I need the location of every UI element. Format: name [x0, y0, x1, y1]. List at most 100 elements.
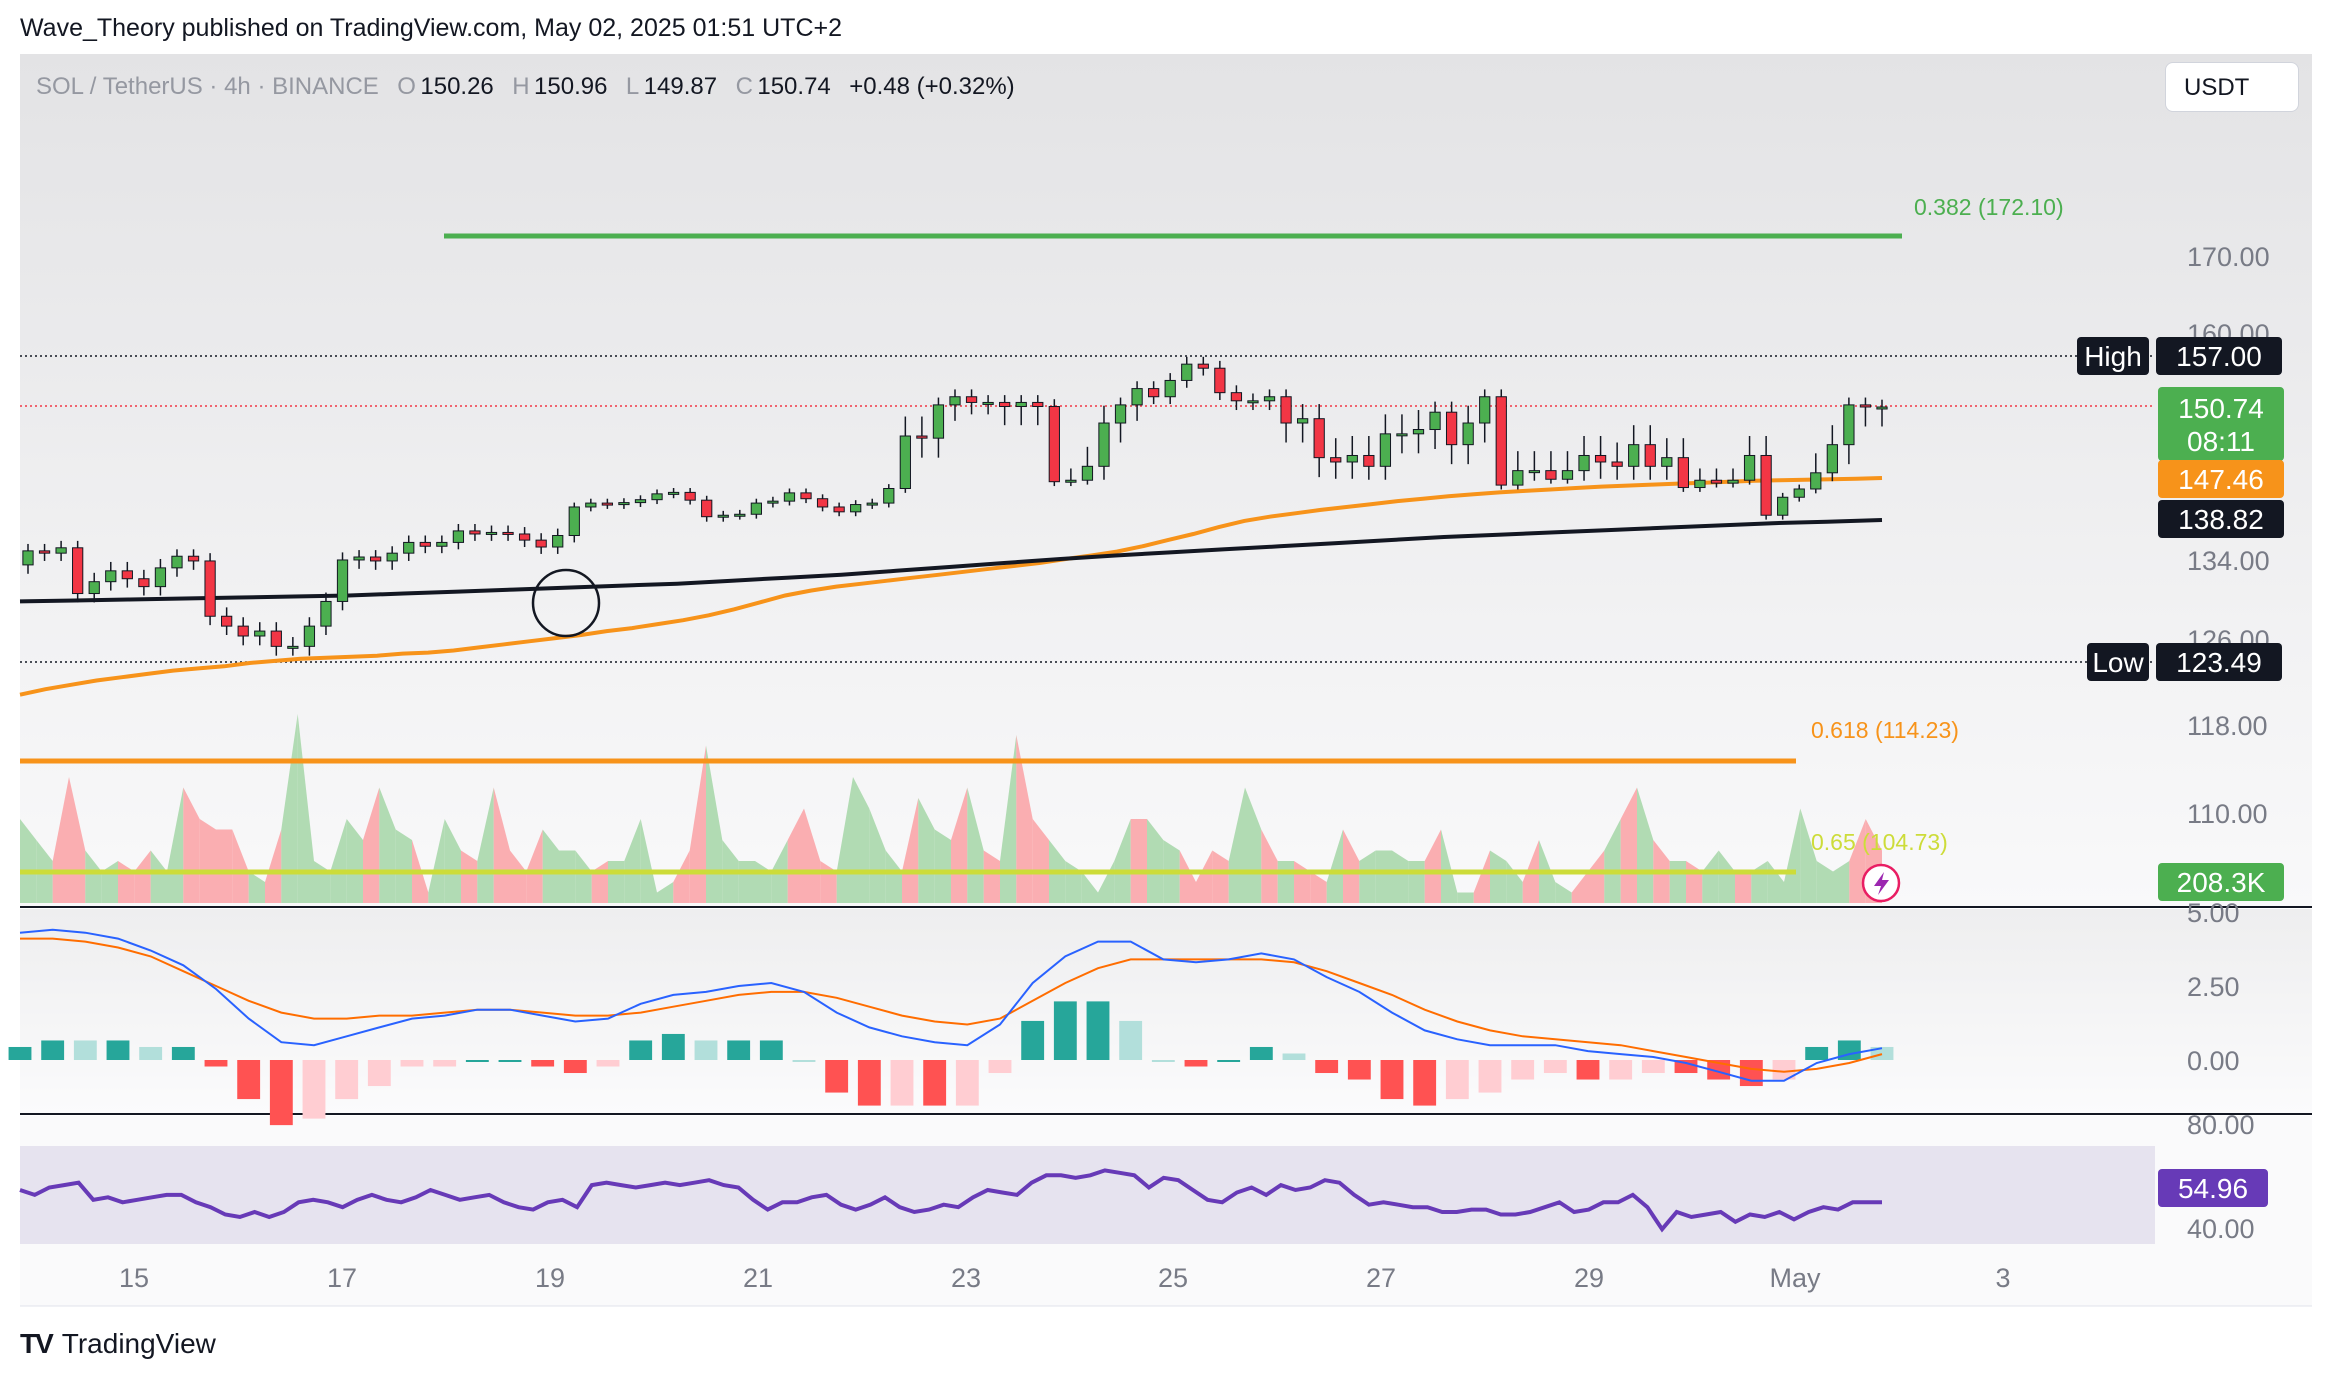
macd-axis-tick: 0.00: [2187, 1046, 2240, 1076]
volume-area: [640, 819, 657, 903]
candle-body: [1578, 454, 1590, 472]
candle-body: [38, 550, 51, 554]
candle-body: [1081, 465, 1094, 481]
ema50-badge: 147.46: [2178, 464, 2264, 495]
rsi-badge-bg: [2158, 1169, 2268, 1207]
volume-area: [624, 819, 641, 903]
candle-body: [982, 401, 994, 405]
rsi-line: [19, 1168, 1882, 1233]
macd-histogram-bar: [335, 1060, 359, 1100]
volume-badge-bg: [2158, 863, 2284, 901]
candle-body: [1512, 470, 1524, 486]
candle-body: [1148, 388, 1160, 398]
volume-area: [1179, 850, 1196, 903]
last-price-badge-bg: [2158, 387, 2284, 461]
footer-brand[interactable]: TV TradingView: [20, 1328, 216, 1360]
candle-body: [1495, 396, 1507, 486]
svg-text:SOL / TetherUS · 4h · BINANCE: SOL / TetherUS · 4h · BINANCE O 150.26 H…: [36, 73, 1015, 100]
macd-histogram-bar: [1576, 1060, 1600, 1080]
candle-body: [999, 401, 1011, 408]
candle-layer[interactable]: [22, 356, 1888, 656]
volume-area: [134, 850, 151, 903]
low-badge-value: 123.49: [2176, 647, 2262, 678]
candle-body: [1346, 454, 1358, 463]
candle-body: [750, 502, 762, 515]
macd-histogram-bar: [694, 1040, 718, 1060]
crossover-marker-circle: [531, 568, 601, 638]
candle-body: [684, 491, 696, 501]
candle-body: [187, 555, 200, 562]
candle-body: [270, 630, 282, 647]
currency-selector-button[interactable]: USDT: [2165, 62, 2299, 112]
macd-histogram-bar: [171, 1046, 195, 1060]
volume-area: [738, 861, 755, 903]
volume-area: [804, 808, 821, 903]
volume-area: [575, 850, 592, 903]
candle-body: [634, 499, 647, 504]
macd-histogram-bar: [792, 1060, 816, 1062]
macd-histogram-bar: [1739, 1060, 1763, 1087]
volume-area: [934, 829, 951, 903]
macd-histogram-bar: [1380, 1060, 1404, 1100]
candle-body: [171, 555, 183, 569]
macd-histogram-bar: [498, 1060, 522, 1062]
volume-area: [461, 850, 478, 903]
candle-body: [138, 578, 150, 588]
candle-body: [1164, 379, 1176, 398]
macd-histogram-bar: [563, 1060, 587, 1074]
macd-histogram-bar: [857, 1060, 881, 1106]
volume-area: [1261, 829, 1278, 903]
candle-body: [121, 570, 133, 580]
candle-body: [1528, 470, 1541, 474]
candle-body: [1694, 479, 1706, 489]
volume-area: [510, 850, 527, 903]
macd-histogram-bar: [400, 1060, 424, 1067]
volume-area: [428, 819, 445, 903]
candle-body: [88, 581, 100, 595]
volume-area: [689, 745, 706, 903]
volume-area: [1326, 829, 1343, 903]
macd-histogram-bar: [139, 1046, 163, 1060]
volume-area: [1032, 819, 1049, 903]
volume-area: [1212, 850, 1229, 903]
macd-histogram-bar: [727, 1040, 751, 1060]
macd-histogram-bar: [1053, 1001, 1077, 1060]
volume-area: [673, 850, 690, 903]
volume-area: [706, 745, 723, 903]
volume-area: [20, 819, 37, 903]
macd-histogram-bar: [1315, 1060, 1339, 1074]
time-axis-tick: 17: [327, 1263, 357, 1293]
candle-body: [469, 530, 481, 535]
ema200-line: [19, 518, 1883, 604]
volume-area: [1375, 850, 1392, 903]
candle-body: [932, 404, 945, 439]
candle-body: [899, 435, 911, 490]
candle-body: [1197, 363, 1209, 369]
legend-c-label: C: [736, 73, 753, 100]
volume-area: [1114, 819, 1131, 903]
volume-area: [787, 808, 804, 903]
volume-area: [1800, 808, 1817, 903]
volume-area: [902, 798, 919, 903]
volume-area: [395, 829, 412, 903]
candle-body: [1793, 488, 1805, 498]
rsi-axis-tick: 40.00: [2187, 1214, 2255, 1244]
volume-area: [1277, 861, 1294, 903]
volume-area: [346, 819, 363, 903]
ema-layer: [19, 476, 1883, 697]
candle-body: [717, 514, 729, 518]
volume-area: [526, 829, 543, 903]
time-axis-tick: 23: [951, 1263, 981, 1293]
candle-body: [1876, 406, 1888, 410]
candle-body: [767, 500, 779, 504]
macd-histogram-bar: [204, 1060, 228, 1067]
candle-body: [1644, 444, 1656, 467]
macd-histogram-bar: [1086, 1001, 1110, 1060]
legend-o-label: O: [397, 73, 416, 100]
main-pane-bg: [20, 54, 2312, 907]
candle-body: [1214, 367, 1226, 394]
lightning-icon[interactable]: [1861, 863, 1901, 903]
macd-histogram-bar: [1772, 1060, 1796, 1080]
high-badge-label: High: [2084, 341, 2142, 372]
